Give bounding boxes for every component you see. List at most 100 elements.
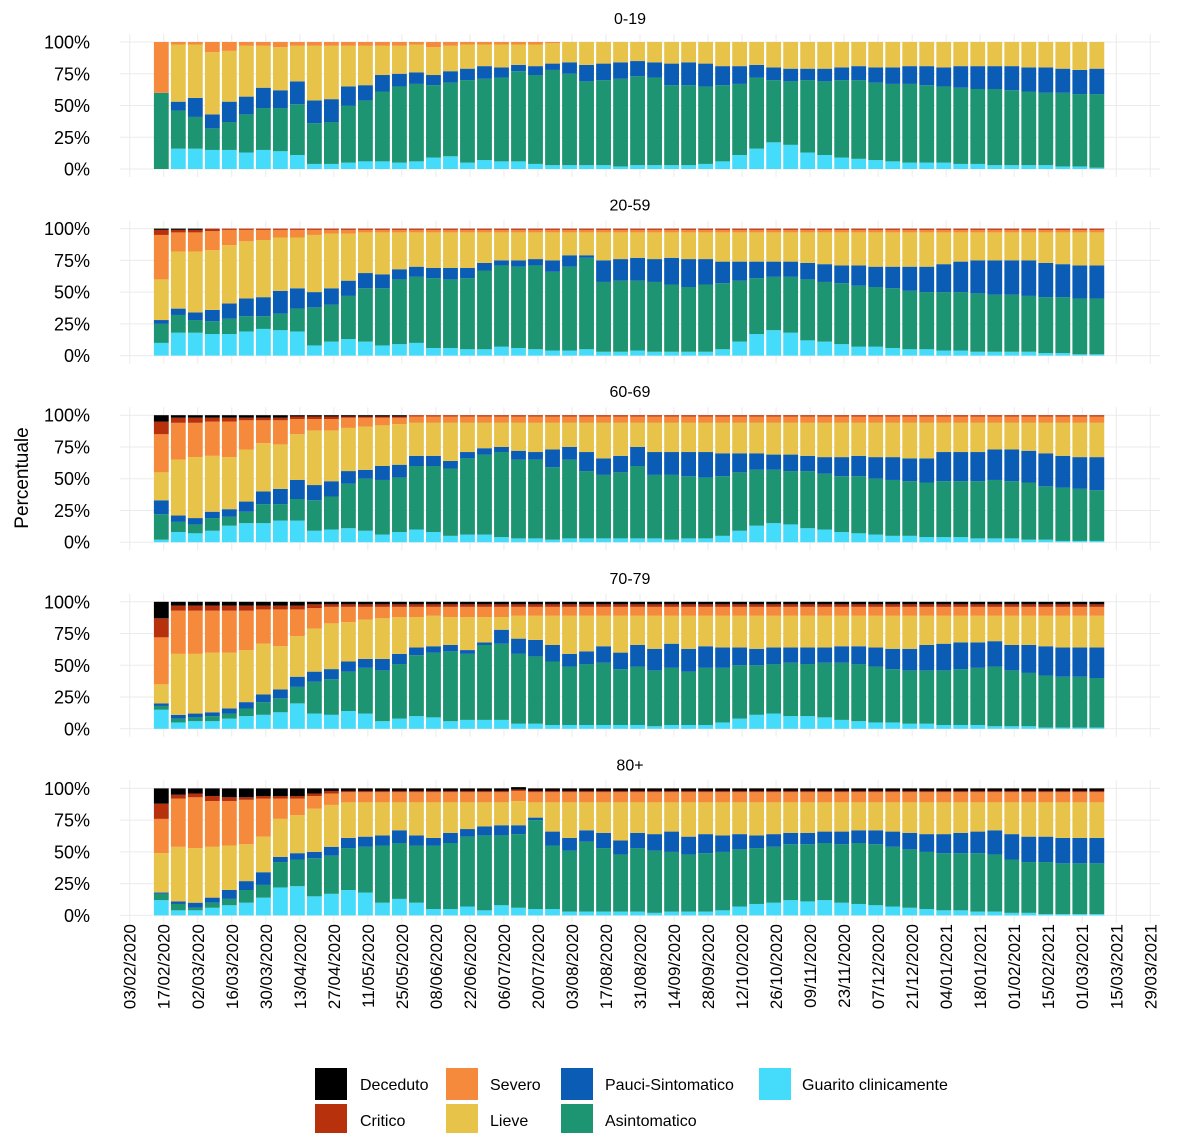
bar-segment	[613, 259, 628, 281]
bar-segment	[1089, 727, 1105, 729]
bar-segment	[919, 788, 935, 791]
bar-segment	[970, 232, 986, 261]
y-tick-label: 25%	[54, 688, 90, 708]
bar-segment	[1021, 482, 1037, 540]
bar-segment	[494, 617, 509, 630]
bar-segment	[289, 155, 305, 169]
bar-segment	[272, 417, 288, 421]
bar-segment	[664, 851, 679, 912]
bar-segment	[494, 905, 509, 916]
bar-segment	[647, 792, 662, 803]
bar-segment	[170, 901, 186, 904]
bar-segment	[766, 261, 782, 277]
bar-segment	[306, 500, 322, 531]
bar-segment	[511, 161, 526, 169]
bar-segment	[511, 459, 526, 539]
bar-segment	[460, 452, 475, 459]
bar-segment	[1089, 790, 1105, 793]
bar-segment	[477, 228, 492, 230]
bar-segment	[766, 330, 782, 356]
bar-segment	[766, 604, 782, 607]
bar-segment	[664, 643, 679, 668]
bar-segment	[919, 723, 935, 729]
bar-segment	[272, 796, 288, 799]
bar-segment	[749, 903, 765, 916]
bar-segment	[323, 228, 339, 230]
bar-segment	[187, 717, 203, 722]
bar-segment	[221, 905, 237, 916]
bar-segment	[289, 609, 305, 637]
bar-segment	[817, 802, 833, 832]
bar-segment	[902, 162, 918, 169]
bar-segment	[204, 796, 220, 802]
bar-segment	[375, 229, 390, 233]
bar-segment	[460, 162, 475, 169]
bar-segment	[1021, 228, 1037, 230]
bar-segment	[1021, 351, 1037, 356]
bar-segment	[255, 601, 271, 606]
bar-segment	[1055, 727, 1071, 729]
bar-segment	[851, 42, 867, 67]
bar-segment	[919, 229, 935, 233]
bar-segment	[170, 714, 186, 719]
bar-segment	[902, 458, 918, 482]
bar-segment	[885, 906, 901, 916]
bar-segment	[970, 88, 986, 164]
bar-segment	[528, 232, 543, 260]
bar-segment	[187, 148, 203, 169]
bar-segment	[647, 452, 662, 475]
bar-segment	[477, 78, 492, 161]
bar-segment	[1072, 422, 1088, 458]
bar-segment	[647, 422, 662, 453]
bar-segment	[511, 787, 526, 790]
bar-segment	[306, 851, 322, 859]
y-tick-label: 100%	[44, 406, 90, 426]
bar-segment	[494, 44, 509, 68]
bar-segment	[698, 606, 714, 616]
bar-segment	[477, 719, 492, 729]
bar-segment	[834, 532, 850, 543]
bar-segment	[289, 237, 305, 289]
bar-segment	[545, 232, 560, 261]
bar-segment	[800, 471, 816, 529]
bar-segment	[358, 619, 373, 659]
bar-segment	[885, 229, 901, 233]
bar-segment	[596, 848, 611, 912]
bar-segment	[341, 788, 356, 791]
bar-segment	[1021, 229, 1037, 233]
bar-segment	[494, 415, 509, 417]
legend-key	[315, 1068, 347, 1100]
bar-segment	[460, 604, 475, 607]
bar-segment	[766, 454, 782, 470]
bar-segment	[306, 808, 322, 852]
bar-segment	[1004, 165, 1020, 169]
bar-segment	[1038, 790, 1054, 793]
bar-segment	[221, 525, 237, 543]
bar-segment	[1004, 229, 1020, 233]
bar-segment	[800, 80, 816, 153]
bar-segment	[885, 67, 901, 84]
bar-segment	[358, 604, 373, 607]
bar-segment	[306, 345, 322, 356]
bar-segment	[885, 606, 901, 616]
bar-segment	[766, 80, 782, 143]
bar-segment	[834, 662, 850, 720]
bar-segment	[817, 228, 833, 230]
bar-segment	[596, 80, 611, 166]
bar-segment	[272, 862, 288, 888]
bar-segment	[596, 42, 611, 64]
bar-segment	[987, 911, 1003, 916]
bar-segment	[272, 887, 288, 916]
bar-segment	[221, 788, 237, 798]
bar-segment	[443, 267, 458, 280]
bar-segment	[800, 340, 816, 356]
bar-segment	[647, 415, 662, 417]
bar-segment	[851, 664, 867, 722]
bar-segment	[749, 77, 765, 149]
bar-segment	[817, 422, 833, 458]
bar-segment	[800, 901, 816, 916]
bar-segment	[1089, 792, 1105, 803]
bar-segment	[221, 245, 237, 304]
bar-segment	[749, 665, 765, 715]
bar-segment	[187, 229, 203, 233]
